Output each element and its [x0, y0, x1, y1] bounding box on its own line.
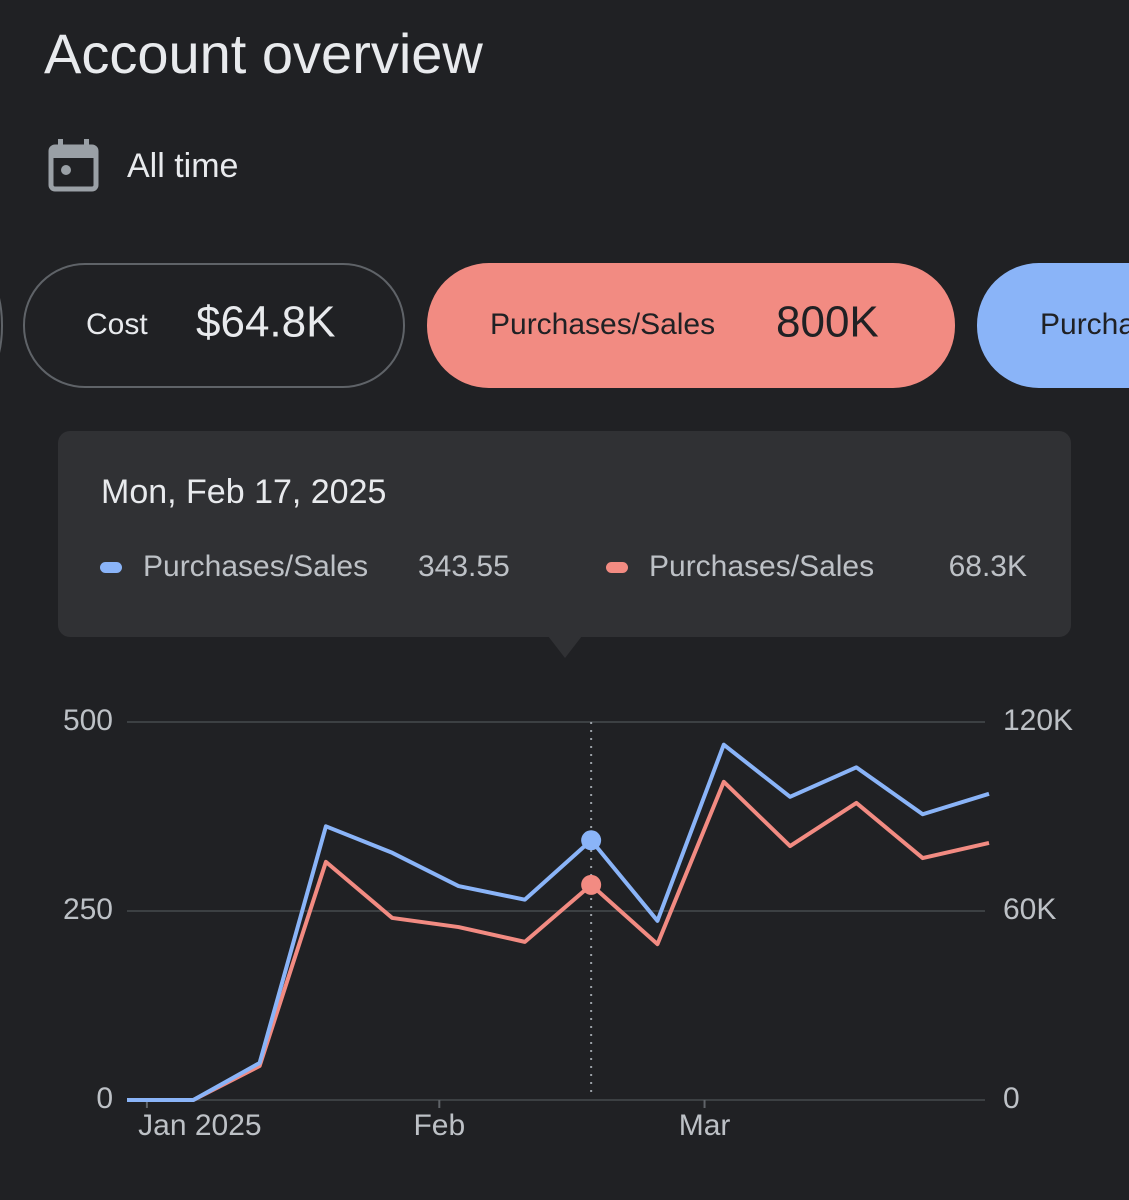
y2-tick-label: 60K [1003, 893, 1056, 926]
x-tick-label: Feb [413, 1109, 465, 1142]
hover-point [581, 874, 602, 895]
legend-swatch [100, 562, 122, 573]
y-tick-label: 250 [63, 893, 113, 926]
chip-cost[interactable] [23, 263, 405, 388]
series-line [127, 779, 990, 1102]
y2-tick-label: 0 [1003, 1082, 1020, 1115]
y-tick-label: 0 [96, 1082, 113, 1115]
legend-value: 343.55 [418, 550, 510, 583]
y2-tick-label: 120K [1003, 704, 1073, 737]
calendar-icon [48, 139, 99, 192]
chip-value: 800K [776, 298, 879, 347]
chip-partial[interactable] [0, 263, 3, 388]
y-tick-label: 500 [63, 704, 113, 737]
date-range[interactable]: All time [127, 147, 238, 185]
legend-label: Purchases/Sales [649, 550, 874, 583]
chip-label: Purchases/Sales [490, 308, 715, 341]
chip-label: Cost [86, 308, 148, 341]
chip-value: $64.8K [196, 298, 335, 347]
legend-value: 68.3K [949, 550, 1027, 583]
chip-sales[interactable] [427, 263, 955, 388]
tooltip-date: Mon, Feb 17, 2025 [101, 473, 386, 511]
chip-purchases[interactable] [977, 263, 1129, 388]
legend-label: Purchases/Sales [143, 550, 368, 583]
tooltip [58, 431, 1071, 658]
hover-point [581, 830, 602, 851]
chip-label: Purchases/Sales [1040, 308, 1129, 341]
series-line [127, 742, 990, 1102]
x-tick-label: Jan 2025 [138, 1109, 261, 1142]
page-title: Account overview [44, 22, 483, 85]
legend-swatch [606, 562, 628, 573]
x-tick-label: Mar [679, 1109, 731, 1142]
